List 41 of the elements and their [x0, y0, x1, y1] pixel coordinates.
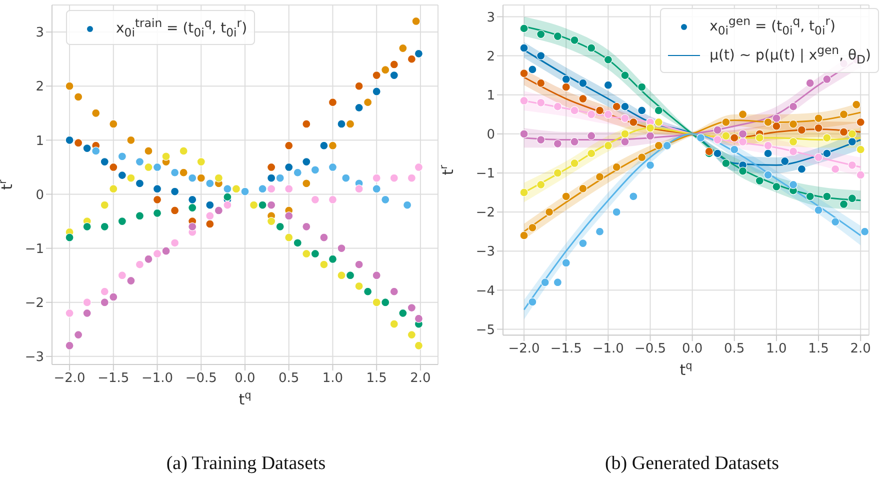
x-tick-label: −1.0 [592, 341, 624, 356]
x-tick-label: −0.5 [634, 341, 666, 356]
y-tick-label: −4 [476, 284, 495, 299]
x-tick-label: −1.5 [550, 341, 582, 356]
y-tick-label: 0 [486, 128, 495, 143]
y-tick-label: 3 [36, 26, 44, 41]
text: x$_{0i}$$^{gen}$ = (t$_{0i}$$^{q}$, t$_{0i}$$^{r}$) [710, 14, 836, 38]
x-axis-title: t$^{q}$ [680, 360, 692, 380]
x-tick-label: −1.5 [98, 370, 130, 386]
y-tick-label: 0 [36, 188, 44, 203]
text: x$_{0i}$$^{train}$ = (t$_{0i}$$^{q}$, t$_{0i}$$^{r}$) [116, 16, 248, 40]
x-axis-title: t$^{q}$ [238, 390, 252, 409]
x-tick-label: 1.5 [366, 370, 387, 386]
y-tick-label: −5 [476, 322, 495, 338]
y-tick-label: −2 [24, 296, 44, 311]
legend-label: μ(t) ∼ p(μ(t) | x$^{gen}$, θ$_{D}$) [710, 42, 871, 69]
x-tick-label: 0.5 [278, 370, 300, 386]
x-tick-label: 0.5 [724, 341, 745, 356]
x-tick-label: 0.0 [234, 370, 256, 386]
x-tick-label: −2.0 [508, 341, 540, 356]
x-tick-label: −2.0 [54, 370, 86, 386]
x-tick-label: 1.0 [322, 370, 344, 386]
x-tick-label: 2.0 [850, 341, 871, 356]
y-tick-label: −3 [476, 244, 495, 260]
x-tick-label: 1.0 [766, 341, 787, 356]
y-tick-label: −1 [476, 166, 495, 182]
x-tick-label: 1.5 [808, 341, 829, 356]
x-tick-label: −1.0 [141, 370, 174, 386]
x-tick-label: 0.0 [682, 341, 703, 356]
y-tick-label: 1 [486, 88, 495, 104]
text: (b) Generated Datasets [604, 453, 780, 475]
y-tick-label: −2 [476, 206, 495, 221]
y-tick-label: −1 [24, 242, 44, 257]
y-tick-label: 3 [486, 10, 495, 26]
x-tick-label: −0.5 [185, 370, 217, 386]
y-tick-label: 2 [486, 49, 495, 64]
y-tick-label: 1 [36, 134, 44, 149]
y-tick-label: 2 [36, 80, 44, 95]
y-tick-label: −3 [24, 350, 44, 366]
text: (a) Training Datasets [165, 453, 327, 475]
x-tick-label: 2.0 [410, 370, 431, 386]
